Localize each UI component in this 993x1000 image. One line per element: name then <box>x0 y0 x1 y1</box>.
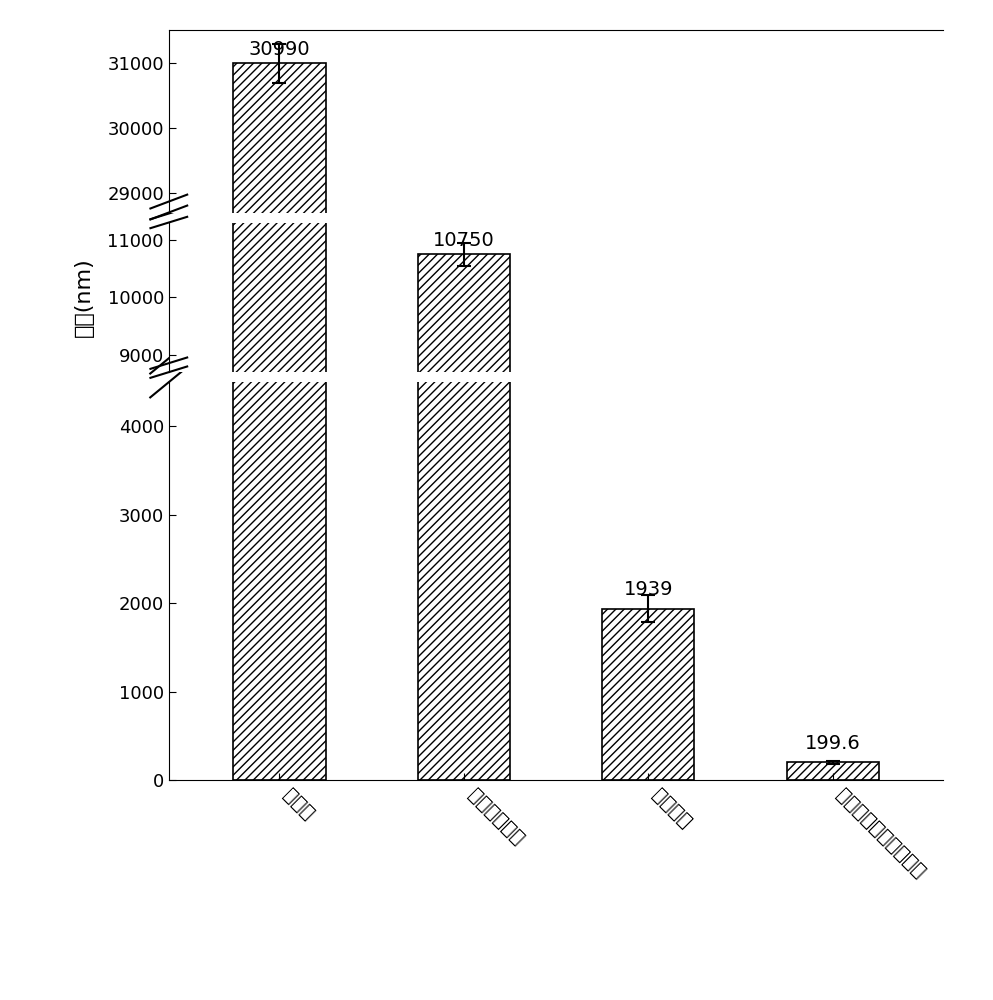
Bar <box>602 761 694 873</box>
Text: 10750: 10750 <box>433 231 495 250</box>
Bar <box>233 0 326 873</box>
Bar <box>786 762 879 780</box>
Text: 1939: 1939 <box>624 580 673 599</box>
Text: 30990: 30990 <box>248 40 310 59</box>
Y-axis label: 粒径(nm): 粒径(nm) <box>73 257 93 337</box>
Text: 199.6: 199.6 <box>804 734 861 753</box>
Bar <box>233 63 326 1000</box>
Bar <box>786 861 879 873</box>
Bar <box>233 0 326 780</box>
Bar <box>418 0 510 780</box>
Bar <box>418 254 510 873</box>
Bar <box>602 609 694 780</box>
